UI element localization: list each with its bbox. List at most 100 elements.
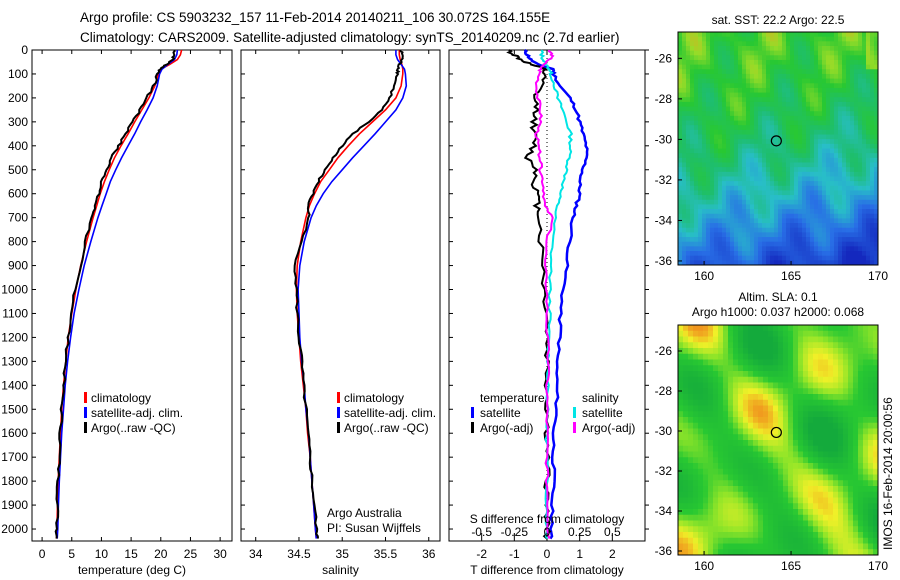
map-cell [683,353,689,360]
map-cell [778,125,783,131]
map-cell [798,209,803,215]
map-cell [823,491,829,498]
map-cell [758,434,764,441]
map-cell [838,537,844,544]
map-cell [730,73,735,80]
map-cell [806,139,811,145]
map-cell [770,59,775,66]
map-cell [730,106,735,112]
map-cell [730,195,735,201]
map-cell [823,394,829,401]
map-cell [818,237,823,243]
map-cell [698,445,704,452]
map-cell [834,143,839,149]
map-cell [803,399,809,406]
map-cell [722,115,727,122]
map-cell [782,246,787,252]
map-cell [858,237,863,243]
map-cell [850,218,855,224]
map-cell [758,422,764,429]
map-cell [682,218,687,224]
map-cell [838,83,843,89]
map-cell [778,371,784,378]
map-cell [730,45,735,52]
map-cell [788,411,794,418]
map-cell [678,371,684,378]
map-cell [818,87,823,94]
map-cell [866,83,871,89]
map-cell [783,371,789,378]
legend-swatch [84,407,87,418]
map-cell [703,457,709,464]
map-cell [753,394,759,401]
map-cell [698,139,703,145]
map-cell [870,260,875,266]
map-cell [703,371,709,378]
map-cell [768,491,774,498]
map-cell [733,474,739,481]
map-cell [818,532,824,539]
map-cell [863,376,869,383]
map-cell [850,41,855,47]
map-cell [802,260,807,266]
map-cell [762,134,767,140]
map-cell [854,106,859,112]
map-cell [742,237,747,243]
map-cell [742,199,747,205]
map-cell [683,388,689,395]
map-cell [858,64,863,70]
map-cell [678,204,683,210]
map-cell [778,227,783,233]
map-cell [798,394,804,401]
map-cell [774,41,779,47]
map-cell [818,451,824,458]
map-cell [798,474,804,481]
map-cell [790,204,795,210]
map-cell [758,520,764,527]
map-cell [722,218,727,224]
map-cell [706,139,711,145]
map-cell [808,497,814,504]
map-cell [706,223,711,229]
map-cell [802,185,807,191]
map-cell [874,251,879,257]
map-cell [770,83,775,89]
map-cell [758,162,763,168]
map-cell [870,45,875,52]
map-cell [870,227,875,233]
map-cell [753,411,759,418]
map-cell [802,143,807,149]
map-cell [874,190,879,196]
map-cell [754,218,759,224]
map-cell [678,246,683,252]
map-cell [822,41,827,47]
map-cell [850,69,855,75]
map-cell [738,526,744,533]
map-cell [734,251,739,257]
map-cell [870,129,875,136]
map-cell [714,55,719,61]
map-cell [753,365,759,372]
map-cell [682,139,687,145]
map-cell [794,45,799,52]
map-cell [822,237,827,243]
map-cell [794,237,799,243]
map-cell [713,388,719,395]
map-cell [688,434,694,441]
map-cell [778,382,784,389]
map-cell [770,260,775,266]
map-cell [822,101,827,108]
map-cell [718,232,723,238]
map-cell [742,148,747,154]
map-cell [782,120,787,126]
map-cell [814,195,819,201]
map-cell [738,532,744,539]
map-cell [814,83,819,89]
map-cell [683,532,689,539]
map-cell [738,463,744,470]
map-cell [873,509,879,516]
map-cell [782,213,787,219]
map-cell [722,111,727,117]
map-cell [858,232,863,238]
map-cell [778,209,783,215]
